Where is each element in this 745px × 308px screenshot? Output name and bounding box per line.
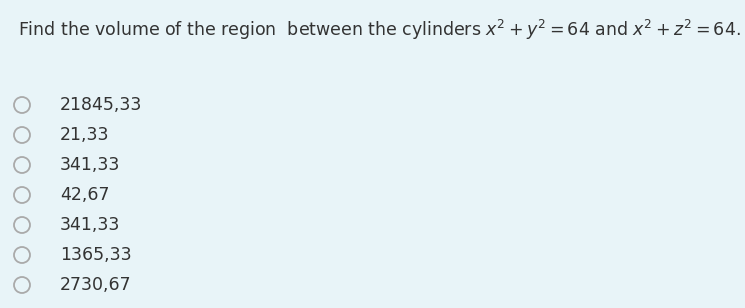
Text: 341,33: 341,33 — [60, 216, 121, 234]
Text: 21845,33: 21845,33 — [60, 96, 142, 114]
Text: 2730,67: 2730,67 — [60, 276, 132, 294]
Text: 1365,33: 1365,33 — [60, 246, 132, 264]
Text: 21,33: 21,33 — [60, 126, 110, 144]
Text: 341,33: 341,33 — [60, 156, 121, 174]
Text: Find the volume of the region  between the cylinders $x^2 + y^2 = 64$ and $x^2 +: Find the volume of the region between th… — [18, 18, 741, 42]
Text: 42,67: 42,67 — [60, 186, 110, 204]
